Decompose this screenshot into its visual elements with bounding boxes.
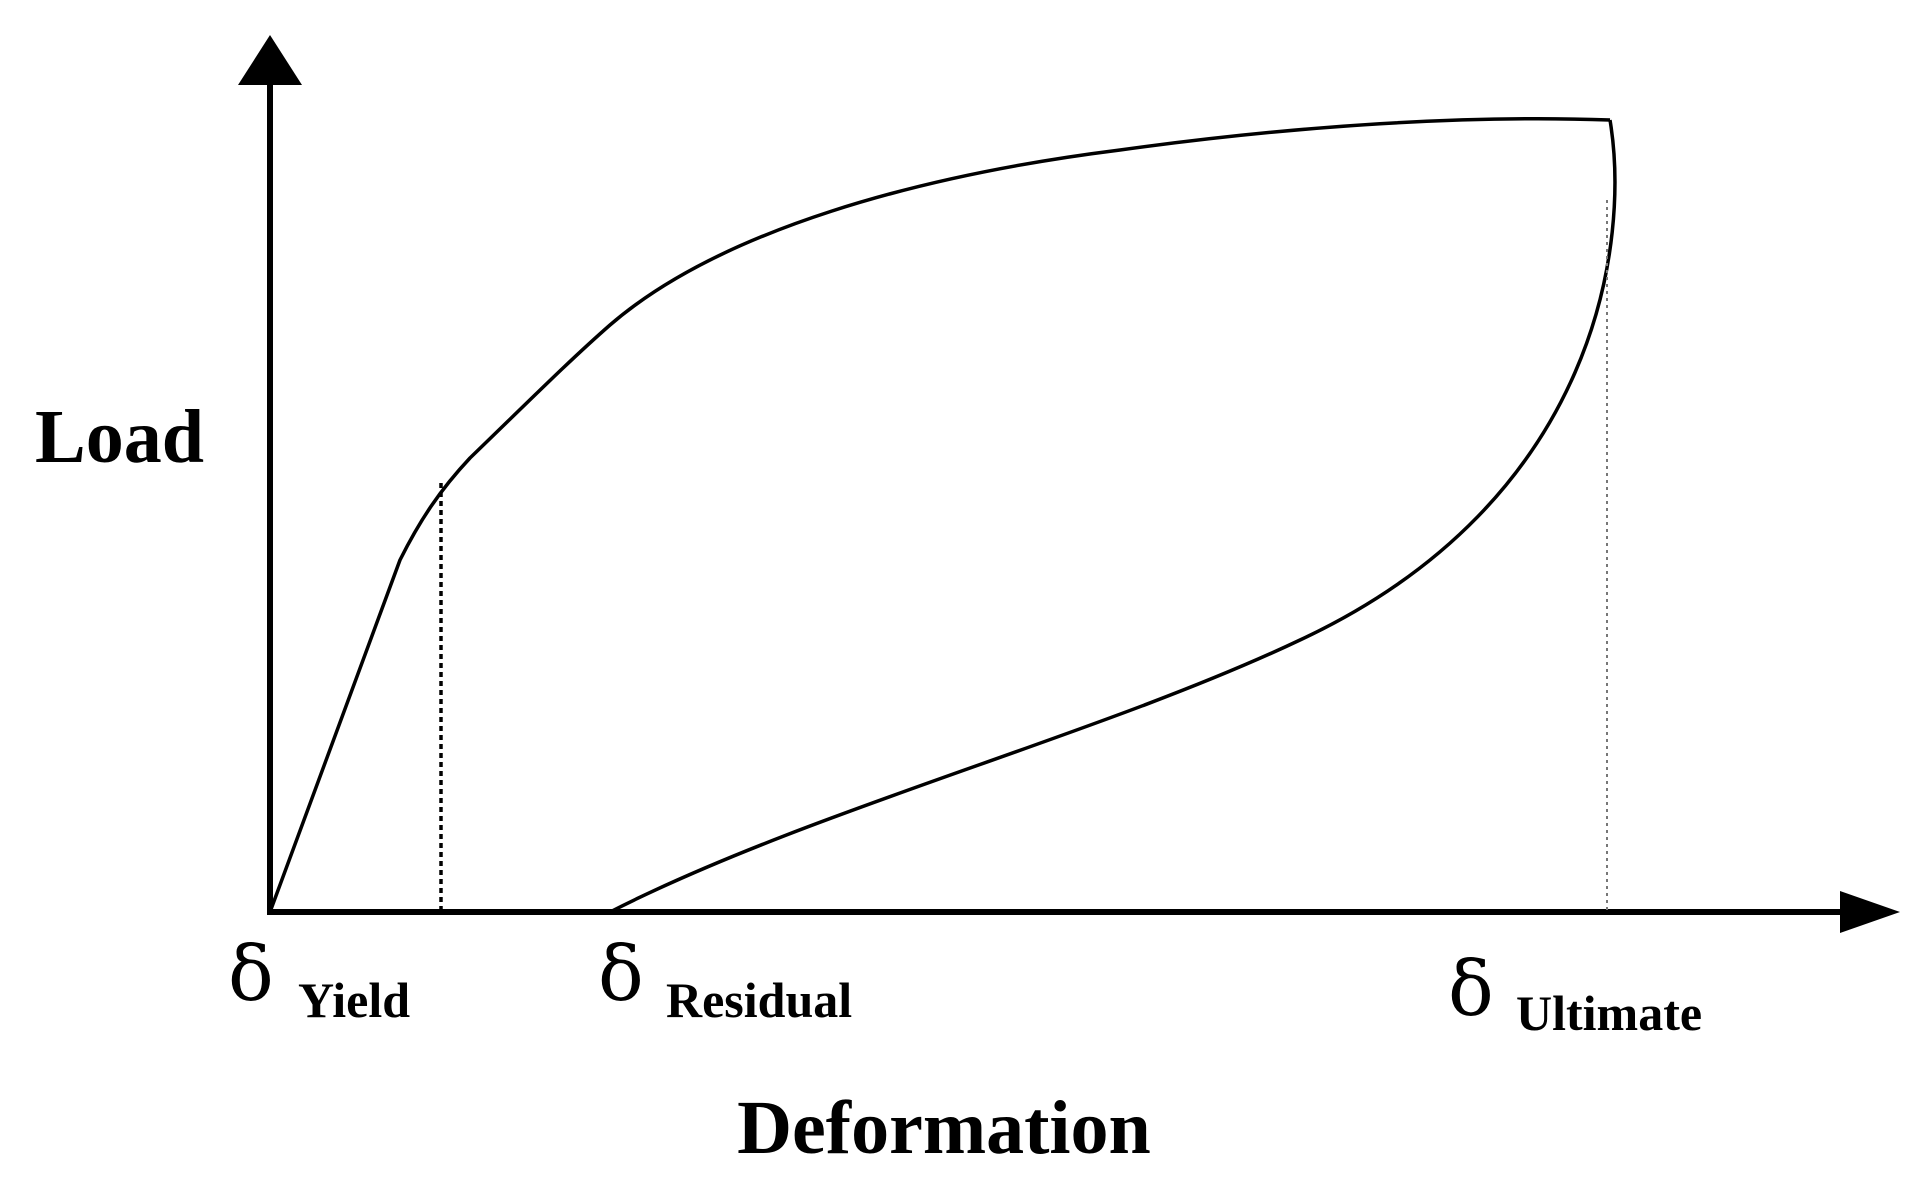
- yield-delta: δ: [228, 929, 274, 1018]
- residual-label: δ: [598, 929, 644, 1018]
- x-axis-label: Deformation: [737, 1086, 1151, 1170]
- y-axis-label: Load: [35, 395, 204, 479]
- residual-delta: δ: [598, 929, 644, 1018]
- unloading-curve: [609, 119, 1617, 914]
- loading-curve: [268, 117, 1611, 913]
- ultimate-label: δ: [1448, 944, 1494, 1033]
- ultimate-delta: δ: [1448, 944, 1494, 1033]
- y-axis-arrowhead: [238, 35, 302, 85]
- x-axis-arrowhead: [1840, 891, 1900, 933]
- yield-label: δ: [228, 929, 274, 1018]
- residual-subscript: Residual: [666, 972, 852, 1028]
- ultimate-subscript: Ultimate: [1516, 985, 1702, 1041]
- yield-subscript: Yield: [298, 972, 410, 1028]
